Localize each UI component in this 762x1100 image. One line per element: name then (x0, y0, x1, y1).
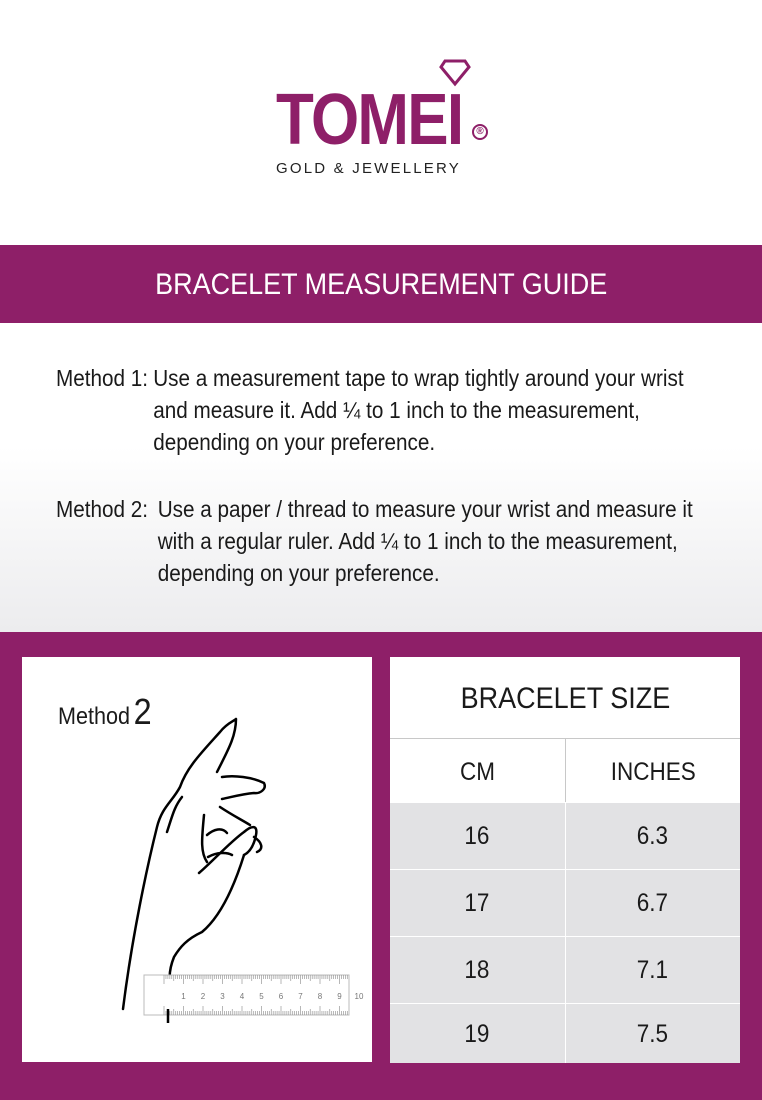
cell-inches: 7.5 (566, 1004, 741, 1063)
hand-drawing (121, 717, 266, 1011)
method-1-text: Use a measurement tape to wrap tightly a… (153, 365, 684, 455)
table-row: 18 7.1 (390, 936, 740, 1003)
guide-title: BRACELET MEASUREMENT GUIDE (154, 268, 608, 301)
header-inches-text: INCHES (610, 758, 696, 786)
cell-cm: 17 (390, 870, 566, 936)
method-2-illustration-card: Method 2 1 2 3 4 5 6 7 8 9 10 (22, 657, 372, 1062)
cell-inches: 6.7 (566, 870, 741, 936)
diamond-icon (439, 59, 471, 87)
header-cm: CM (390, 739, 566, 802)
table-row: 17 6.7 (390, 869, 740, 936)
registered-mark: ® (472, 124, 488, 140)
ruler: 1 2 3 4 5 6 7 8 9 10 (143, 974, 364, 1016)
guide-title-banner: BRACELET MEASUREMENT GUIDE (0, 245, 762, 323)
method-2-heading: Method 2 (58, 691, 152, 733)
method-2-label: Method 2: (56, 496, 149, 522)
logo-brand: TOMEI (276, 80, 464, 160)
cell-inches: 6.3 (566, 803, 741, 869)
ruler-label: 6 (279, 992, 284, 1001)
header-cm-text: CM (459, 758, 495, 786)
method-2-text: Use a paper / thread to measure your wri… (157, 496, 693, 586)
ruler-label: 1 (181, 992, 186, 1001)
table-row: 16 6.3 (390, 802, 740, 869)
hand-illustration: 1 2 3 4 5 6 7 8 9 10 (121, 717, 364, 1023)
ruler-label: 8 (318, 992, 323, 1001)
ruler-label: 7 (298, 992, 303, 1001)
inches-value: 7.1 (637, 956, 669, 984)
cell-cm: 19 (390, 1004, 566, 1063)
table-header-row: CM INCHES (390, 738, 740, 802)
ruler-label: 3 (220, 992, 225, 1001)
inches-value: 6.7 (637, 889, 669, 917)
inches-value: 7.5 (637, 1020, 669, 1048)
ruler-label: 4 (240, 992, 245, 1001)
tomei-logo: TOMEI ® GOLD & JEWELLERY (276, 58, 496, 188)
cm-value: 16 (464, 822, 490, 850)
table-title: BRACELET SIZE (390, 657, 740, 738)
ruler-label: 5 (259, 992, 264, 1001)
cm-value: 19 (464, 1020, 490, 1048)
ruler-label: 10 (355, 992, 364, 1001)
bracelet-size-table: BRACELET SIZE CM INCHES 16 6.3 17 6.7 18 7.… (390, 657, 740, 1063)
table-title-text: BRACELET SIZE (460, 682, 670, 715)
method-1: Method 1: Use a measurement tape to wrap… (56, 362, 740, 458)
method-word: Method (58, 703, 131, 730)
method-2: Method 2: Use a paper / thread to measur… (56, 493, 740, 589)
instructions-section (0, 323, 762, 632)
cm-value: 18 (464, 956, 490, 984)
cell-cm: 18 (390, 937, 566, 1003)
ruler-label: 9 (337, 992, 342, 1001)
method-number: 2 (133, 691, 152, 732)
cell-inches: 7.1 (566, 937, 741, 1003)
inches-value: 6.3 (637, 822, 669, 850)
logo-tagline: GOLD & JEWELLERY (276, 160, 461, 177)
cm-value: 17 (464, 889, 490, 917)
header-inches: INCHES (566, 739, 741, 802)
ruler-label: 2 (201, 992, 206, 1001)
table-row: 19 7.5 (390, 1003, 740, 1063)
method-1-label: Method 1: (56, 365, 149, 391)
cell-cm: 16 (390, 803, 566, 869)
